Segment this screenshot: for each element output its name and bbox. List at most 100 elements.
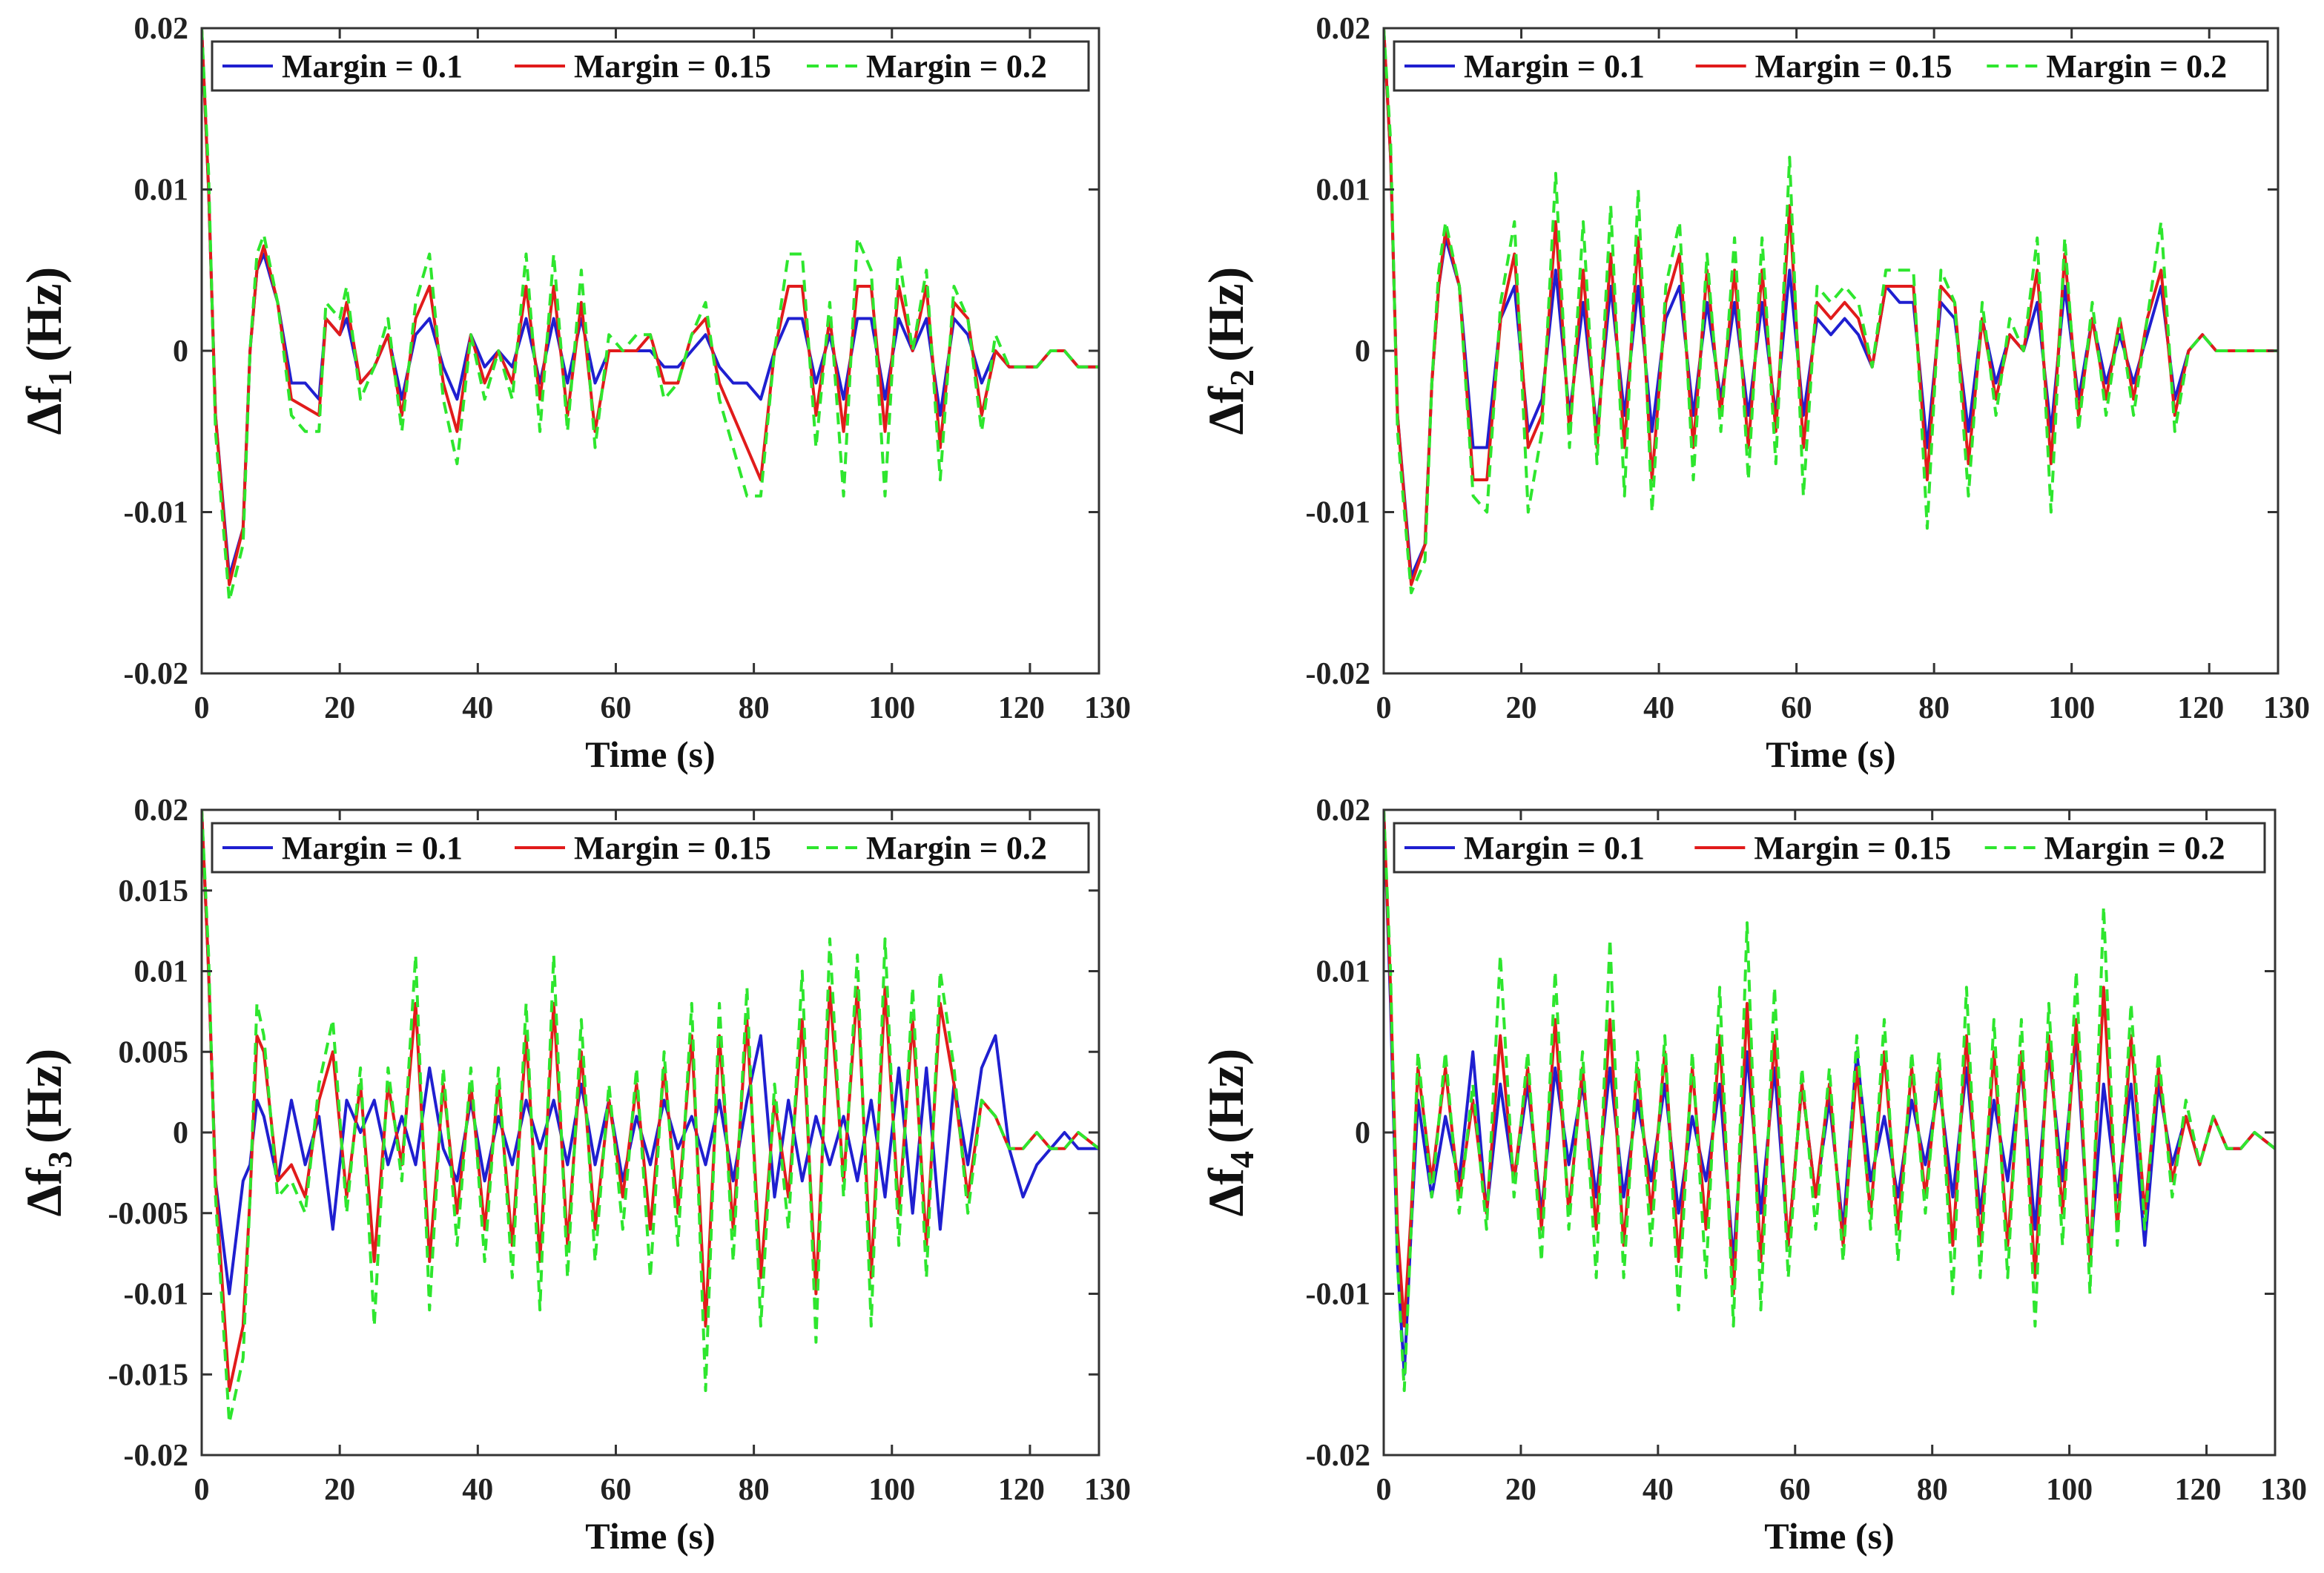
legend-box	[1393, 822, 2266, 874]
x-axis-label: Time (s)	[1766, 733, 1895, 775]
x-tick-label: 20	[1506, 691, 1537, 725]
series-line-margin-0-2	[202, 28, 1099, 603]
y-tick-label: -0.01	[1306, 496, 1371, 530]
x-tick-label: 130	[2260, 1473, 2307, 1507]
plot-area	[1384, 28, 2278, 673]
panel-2: 0 20 40 60 80 100 120 130 -0.02 -0.01 0 0.01 0.02 Tim…	[1198, 12, 2310, 775]
y-axis-label-unit: (Hz)	[1198, 1049, 1254, 1144]
y-axis-label-subscript: 4	[1223, 1151, 1261, 1168]
x-tick-label: 100	[868, 691, 915, 725]
y-axis-label-unit: (Hz)	[16, 1049, 72, 1144]
x-tick-label: 120	[998, 691, 1045, 725]
series-group	[1384, 28, 2278, 595]
y-tick-label: 0.02	[1316, 12, 1371, 46]
x-tick-label: 120	[2177, 691, 2224, 725]
x-tick-label: 40	[462, 1473, 493, 1507]
legend-label-margin-0-1: Margin = 0.1	[1464, 48, 1645, 85]
y-axis-label-symbol: Δf	[1198, 386, 1254, 435]
x-tick-label: 20	[1505, 1473, 1536, 1507]
legend-label-margin-0-1: Margin = 0.1	[282, 830, 463, 866]
x-tick-label: 20	[324, 1473, 355, 1507]
y-axis-label-subscript: 1	[41, 369, 79, 386]
y-axis-label-subscript: 3	[41, 1151, 79, 1168]
legend: Margin = 0.1 Margin = 0.15 Margin = 0.2	[211, 822, 1090, 874]
panel-1: 0 20 40 60 80 100 120 130 -0.02 -0.01 0 0.01 0.02 Tim…	[16, 12, 1131, 775]
x-tick-label: 100	[2046, 1473, 2093, 1507]
x-tick-label: 0	[194, 691, 210, 725]
x-axis-label: Time (s)	[585, 733, 715, 775]
x-tick-label: 80	[739, 1473, 770, 1507]
y-tick-label: 0.01	[1316, 955, 1371, 989]
y-tick-label: -0.005	[108, 1197, 189, 1231]
y-axis-label-symbol: Δf	[16, 386, 72, 435]
series-line-margin-0-15	[1384, 28, 2278, 587]
series-line-margin-0-2	[202, 810, 1099, 1425]
x-tick-label: 20	[324, 691, 355, 725]
x-tick-label: 40	[1643, 691, 1674, 725]
x-tick-label: 0	[1376, 691, 1392, 725]
x-tick-label: 80	[739, 691, 770, 725]
x-tick-label: 60	[1781, 691, 1812, 725]
legend-box	[211, 822, 1090, 874]
legend: Margin = 0.1 Margin = 0.15 Margin = 0.2	[1393, 40, 2269, 92]
y-axis-label-symbol: Δf	[1198, 1167, 1254, 1217]
y-axis-label: Δf3 (Hz)	[16, 1049, 79, 1217]
legend-box	[211, 40, 1090, 92]
y-tick-label: -0.02	[124, 657, 189, 691]
legend: Margin = 0.1 Margin = 0.15 Margin = 0.2	[1393, 822, 2266, 874]
series-line-margin-0-2	[1384, 810, 2275, 1392]
y-axis-label-unit: (Hz)	[1198, 267, 1254, 362]
y-axis-label: Δf4 (Hz)	[1198, 1049, 1261, 1217]
y-tick-label: -0.01	[1306, 1278, 1371, 1312]
panel-4: 0 20 40 60 80 100 120 130 -0.02 -0.01 0 0.01 0.02 Tim…	[1198, 794, 2307, 1557]
series-group	[202, 28, 1099, 603]
y-tick-label: 0	[1355, 334, 1370, 369]
x-axis-label: Time (s)	[585, 1515, 715, 1557]
y-axis-label-symbol: Δf	[16, 1167, 72, 1217]
y-axis-label-unit: (Hz)	[16, 267, 72, 362]
y-tick-label: 0.005	[119, 1035, 189, 1069]
y-tick-label: 0.015	[119, 874, 189, 908]
x-tick-label: 0	[194, 1473, 210, 1507]
legend-label-margin-0-15: Margin = 0.15	[1755, 48, 1952, 85]
y-tick-label: 0.01	[134, 174, 189, 208]
x-tick-label: 80	[1917, 1473, 1948, 1507]
y-tick-label: 0.02	[134, 12, 189, 46]
series-line-margin-0-2	[1384, 28, 2278, 595]
y-tick-label: -0.01	[124, 1278, 189, 1312]
legend-label-margin-0-2: Margin = 0.2	[866, 48, 1047, 85]
x-tick-label: 120	[998, 1473, 1045, 1507]
panel-3: 0 20 40 60 80 100 120 130 -0.02 -0.015 -0.01 -0.005…	[16, 794, 1131, 1557]
y-tick-label: -0.02	[1306, 1439, 1371, 1473]
series-group	[202, 810, 1099, 1425]
series-group	[1384, 810, 2275, 1392]
y-tick-label: 0	[1355, 1116, 1370, 1150]
x-tick-label: 40	[1643, 1473, 1674, 1507]
y-tick-label: -0.02	[1306, 657, 1371, 691]
x-tick-label: 40	[462, 691, 493, 725]
y-tick-label: 0.02	[1316, 794, 1371, 828]
legend-label-margin-0-15: Margin = 0.15	[574, 48, 771, 85]
x-axis-label: Time (s)	[1764, 1515, 1894, 1557]
y-axis-label: Δf2 (Hz)	[1198, 267, 1261, 435]
legend-label-margin-0-2: Margin = 0.2	[2046, 48, 2227, 85]
y-tick-label: 0	[173, 334, 188, 369]
x-tick-label: 60	[1780, 1473, 1811, 1507]
legend-label-margin-0-15: Margin = 0.15	[1754, 830, 1951, 866]
plot-area	[1384, 810, 2275, 1455]
x-tick-label: 130	[1084, 691, 1131, 725]
legend-label-margin-0-1: Margin = 0.1	[282, 48, 463, 85]
x-tick-label: 60	[600, 691, 631, 725]
y-tick-label: 0	[173, 1116, 188, 1150]
x-tick-label: 60	[600, 1473, 631, 1507]
y-axis-label-subscript: 2	[1223, 369, 1261, 386]
legend-label-margin-0-1: Margin = 0.1	[1464, 830, 1645, 866]
x-tick-label: 100	[868, 1473, 915, 1507]
legend-label-margin-0-2: Margin = 0.2	[866, 830, 1047, 866]
legend-label-margin-0-2: Margin = 0.2	[2044, 830, 2225, 866]
x-tick-label: 130	[2263, 691, 2310, 725]
x-tick-label: 100	[2048, 691, 2095, 725]
legend-box	[1393, 40, 2269, 92]
x-tick-label: 80	[1918, 691, 1950, 725]
